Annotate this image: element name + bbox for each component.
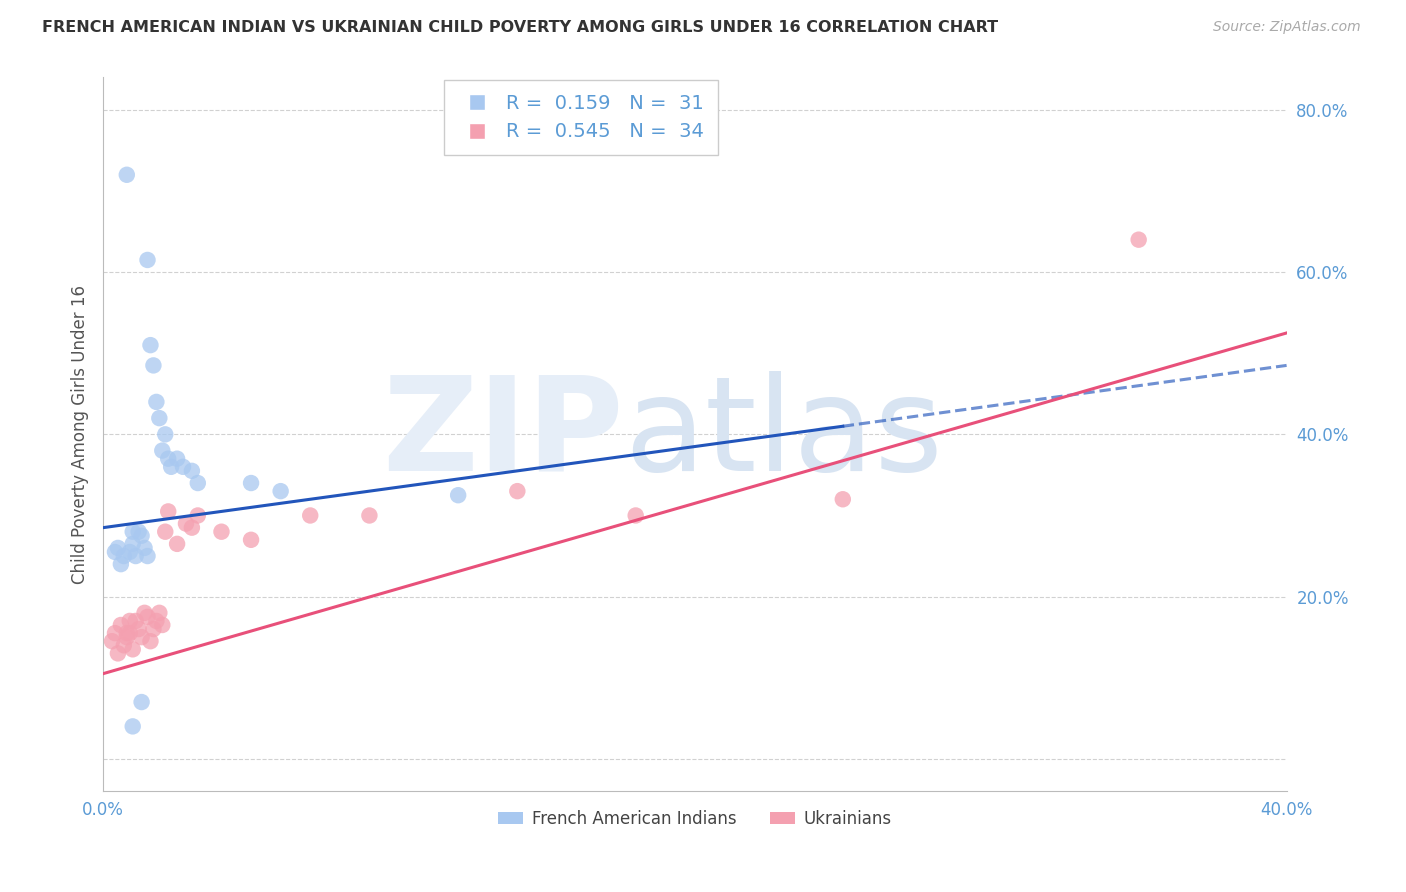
Point [187, 476, 209, 491]
Point [134, 606, 156, 620]
Point [299, 508, 322, 523]
Point [121, 537, 143, 551]
Point [624, 508, 647, 523]
Point [112, 638, 135, 652]
Point [136, 252, 159, 267]
Point [107, 646, 129, 660]
Text: FRENCH AMERICAN INDIAN VS UKRAINIAN CHILD POVERTY AMONG GIRLS UNDER 16 CORRELATI: FRENCH AMERICAN INDIAN VS UKRAINIAN CHIL… [42, 20, 998, 35]
Point [359, 508, 381, 523]
Point [139, 338, 162, 352]
Point [211, 524, 233, 539]
Point [187, 508, 209, 523]
Point [270, 484, 292, 499]
Point [136, 549, 159, 563]
Point [121, 719, 143, 733]
Point [1128, 233, 1150, 247]
Point [180, 464, 202, 478]
Point [174, 516, 197, 531]
Point [131, 529, 153, 543]
Point [139, 634, 162, 648]
Point [172, 459, 194, 474]
Text: Source: ZipAtlas.com: Source: ZipAtlas.com [1213, 20, 1361, 34]
Point [121, 524, 143, 539]
Text: atlas: atlas [624, 371, 943, 498]
Point [506, 484, 529, 499]
Point [142, 359, 165, 373]
Point [148, 411, 170, 425]
Point [240, 476, 263, 491]
Point [155, 427, 177, 442]
Point [148, 606, 170, 620]
Point [166, 451, 188, 466]
Point [112, 549, 135, 563]
Point [115, 630, 138, 644]
Point [134, 541, 156, 555]
Point [101, 634, 124, 648]
Point [124, 614, 146, 628]
Point [142, 622, 165, 636]
Legend: French American Indians, Ukrainians: French American Indians, Ukrainians [492, 803, 898, 834]
Point [104, 626, 127, 640]
Point [240, 533, 263, 547]
Point [831, 492, 853, 507]
Point [131, 630, 153, 644]
Point [124, 549, 146, 563]
Text: ZIP: ZIP [382, 371, 624, 498]
Point [150, 443, 173, 458]
Point [145, 395, 167, 409]
Point [160, 459, 183, 474]
Point [166, 537, 188, 551]
Point [104, 545, 127, 559]
Point [110, 618, 132, 632]
Point [150, 618, 173, 632]
Point [110, 557, 132, 571]
Point [447, 488, 470, 502]
Point [157, 504, 180, 518]
Point [155, 524, 177, 539]
Point [145, 614, 167, 628]
Point [128, 622, 150, 636]
Point [131, 695, 153, 709]
Y-axis label: Child Poverty Among Girls Under 16: Child Poverty Among Girls Under 16 [72, 285, 89, 584]
Point [107, 541, 129, 555]
Point [118, 545, 141, 559]
Point [121, 642, 143, 657]
Point [115, 168, 138, 182]
Point [118, 626, 141, 640]
Point [128, 524, 150, 539]
Point [115, 626, 138, 640]
Point [118, 614, 141, 628]
Point [136, 610, 159, 624]
Point [180, 521, 202, 535]
Point [157, 451, 180, 466]
